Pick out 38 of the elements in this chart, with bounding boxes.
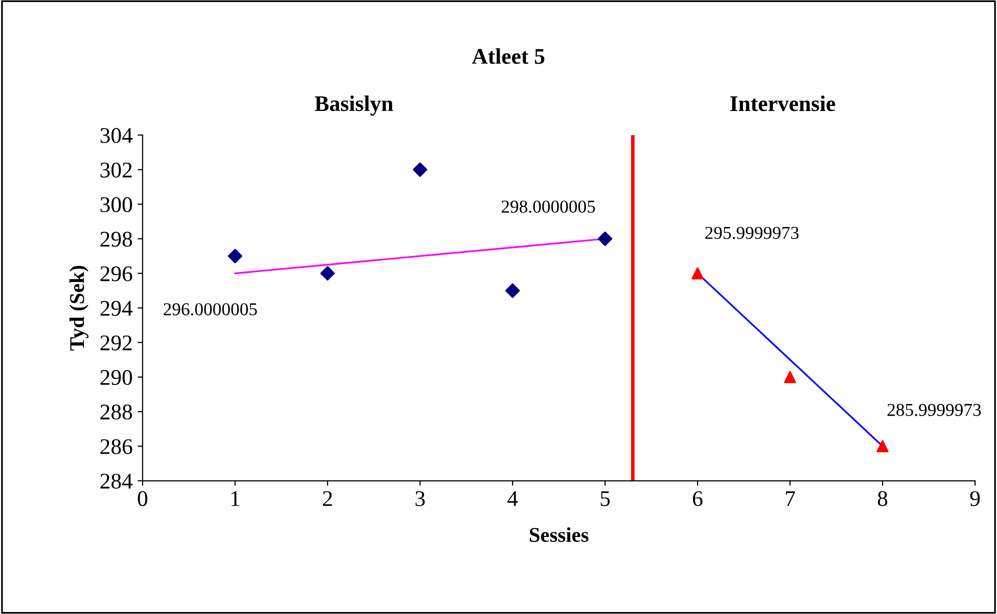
y-axis-title: Tyd (Sek) [69,266,88,351]
y-tick-label: 288 [100,404,132,420]
y-tick-label: 296 [100,266,132,282]
y-tick-label: 286 [100,439,132,454]
x-tick-label: 4 [507,491,518,506]
y-tick-label: 298 [100,232,132,247]
y-tick-label: 292 [100,335,132,350]
x-tick-label: 8 [878,491,888,506]
x-tick-label: 9 [970,491,980,506]
y-tick-label: 300 [100,197,132,212]
point [412,162,428,177]
x-tick-label: 7 [786,491,795,506]
text: Intervensie [730,96,836,112]
point [691,267,704,280]
x-tick-label: 1 [231,491,240,506]
point [784,370,796,384]
y-tick-label: 284 [100,474,132,489]
x-axis-title: Sessies [530,527,588,542]
y-tick-label: 304 [100,128,132,144]
x-tick-label: 6 [692,491,702,506]
x-tick-label: 5 [600,491,610,506]
point [505,283,520,298]
annotation: 295.9999973 [705,226,799,240]
annotation: 298.0000005 [502,200,595,213]
annotation: 285.9999973 [888,404,981,416]
annotation: 296.0000005 [164,303,257,316]
point [598,232,612,246]
x-tick-label: 0 [138,491,148,506]
x-tick-label: 2 [322,491,332,506]
point [320,266,335,281]
y-tick-label: 290 [100,370,132,385]
x-tick-label: 3 [416,491,425,506]
chart-title: Atleet 5 [472,48,544,64]
y-tick-label: 302 [100,162,132,178]
point [228,248,242,264]
y-tick-label: 294 [100,300,132,316]
point [876,440,889,452]
text: Basislyn [314,96,394,116]
